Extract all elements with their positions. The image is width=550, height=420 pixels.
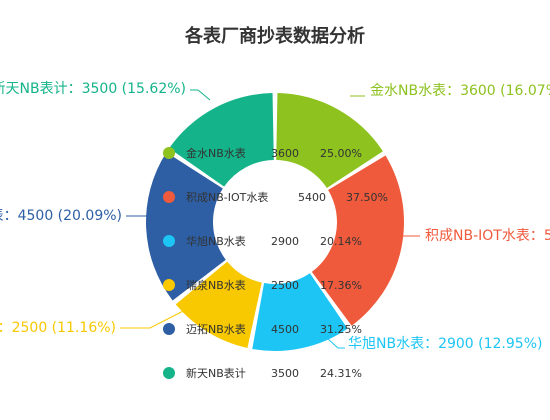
- slice-nb-4[interactable]: [146, 152, 226, 301]
- legend-percent: 20.14%: [320, 235, 362, 248]
- callout-line: [190, 89, 211, 101]
- slice-nb-iot-1[interactable]: [311, 155, 404, 326]
- callout-label: 华旭NB水表：2900 (12.95%): [348, 336, 542, 352]
- callout-label: 新天NB表计：3500 (15.62%): [0, 81, 186, 97]
- legend-value: 3600: [271, 147, 299, 160]
- chart-legend: 金水NB水表 3600 25.00% 积成NB-IOT水表 5400 37.50% 华旭NB…: [163, 146, 388, 380]
- chart-title: 各表厂商抄表数据分析: [184, 25, 365, 47]
- legend-name: 迈拓NB水表: [186, 322, 246, 336]
- legend-percent: 25.00%: [320, 147, 362, 160]
- callout-line: [120, 304, 196, 329]
- legend-value: 5400: [298, 191, 326, 204]
- slice-nb-3[interactable]: [175, 261, 262, 349]
- slice-nb-5[interactable]: [169, 93, 274, 187]
- legend-name: 积成NB-IOT水表: [186, 190, 268, 204]
- legend-marker: [163, 323, 175, 335]
- slice-nb-0[interactable]: [276, 93, 383, 189]
- legend-name: 瑞泉NB水表: [186, 278, 246, 292]
- chart-callouts: 金水NB水表：3600 (16.07%) 积成NB-IOT水表：5400 (24.…: [0, 81, 550, 352]
- legend-marker: [163, 191, 175, 203]
- callout-label: 金水NB水表：3600 (16.07%): [370, 83, 550, 99]
- legend-name: 金水NB水表: [186, 146, 246, 160]
- callout-label: 积成NB-IOT水表：5400 (24.11%): [425, 228, 550, 244]
- callout-label: 瑞泉NB水表：2500 (11.16%): [0, 319, 116, 336]
- legend-percent: 31.25%: [320, 323, 362, 336]
- legend-value: 4500: [271, 323, 299, 336]
- legend-value: 3500: [271, 367, 299, 380]
- legend-percent: 37.50%: [346, 191, 388, 204]
- legend-marker: [163, 367, 175, 379]
- legend-marker: [163, 147, 175, 159]
- slice-nb-2[interactable]: [252, 273, 348, 351]
- chart-slices: [146, 93, 404, 351]
- legend-name: 华旭NB水表: [186, 234, 246, 248]
- legend-value: 2900: [271, 235, 299, 248]
- callout-label: 迈拓NB水表：4500 (20.09%): [0, 208, 122, 224]
- legend-percent: 24.31%: [320, 367, 362, 380]
- legend-name: 新天NB表计: [186, 366, 246, 380]
- legend-marker: [163, 235, 175, 247]
- legend-percent: 17.36%: [320, 279, 362, 292]
- callout-line: [317, 329, 345, 349]
- legend-value: 2500: [271, 279, 299, 292]
- legend-marker: [163, 279, 175, 291]
